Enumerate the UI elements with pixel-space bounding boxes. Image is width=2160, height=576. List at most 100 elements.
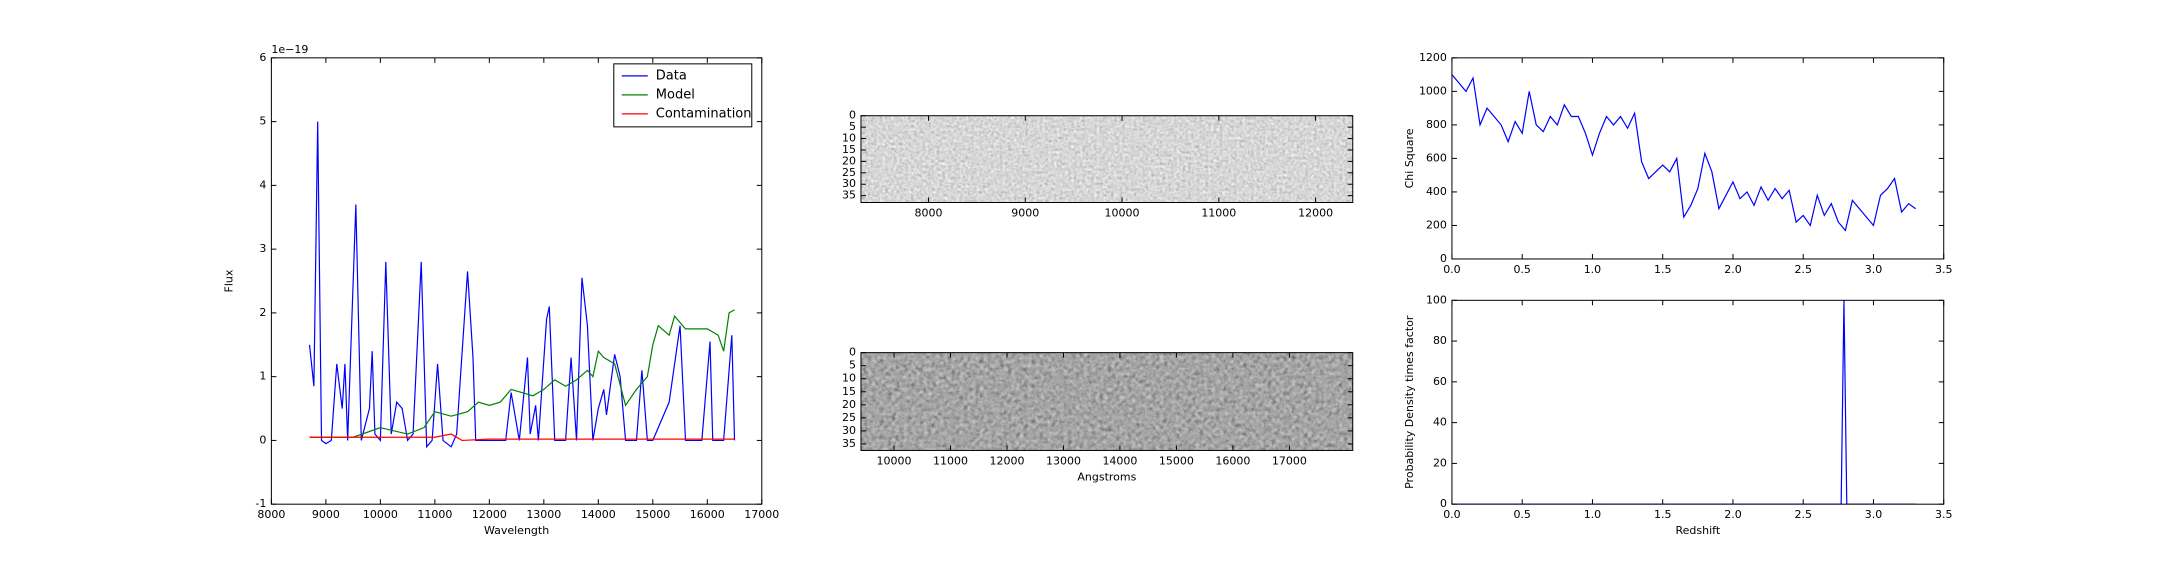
- x-tick-label: 13000: [526, 508, 561, 521]
- x-tick-label: 0.0: [1443, 508, 1461, 521]
- y-tick-label: 10: [842, 132, 856, 145]
- y-tick-label: 20: [842, 154, 856, 167]
- legend-label: Data: [656, 68, 687, 83]
- x-tick-label: 11000: [933, 454, 968, 467]
- axes-frame: [270, 57, 763, 505]
- y-tick-label: 5: [259, 115, 266, 128]
- y-tick-label: 0: [259, 433, 266, 446]
- y-tick-label: 30: [842, 177, 856, 190]
- y-tick-label: 5: [849, 120, 856, 133]
- x-tick-label: 10000: [1105, 207, 1140, 220]
- y-tick-label: 20: [1433, 456, 1447, 469]
- x-tick-label: 9000: [1011, 207, 1039, 220]
- y-tick-label: 0: [849, 109, 856, 122]
- x-tick-label: 16000: [690, 508, 725, 521]
- x-tick-label: 3.0: [1865, 508, 1883, 521]
- x-tick-label: 3.5: [1935, 508, 1953, 521]
- x-tick-label: 3.0: [1865, 263, 1883, 276]
- x-tick-label: 1.0: [1584, 263, 1602, 276]
- x-tick-label: 11000: [1201, 207, 1236, 220]
- axes-frame: [1451, 299, 1945, 505]
- x-tick-label: 10000: [363, 508, 398, 521]
- y-tick-label: 5: [849, 359, 856, 372]
- y-tick-label: 30: [842, 424, 856, 437]
- y-tick-label: 6: [259, 51, 266, 64]
- x-tick-label: 12000: [989, 454, 1024, 467]
- x-tick-label: 15000: [1159, 454, 1194, 467]
- x-tick-label: 0.5: [1513, 263, 1531, 276]
- x-tick-label: 2.5: [1794, 508, 1812, 521]
- legend-label: Model: [656, 87, 695, 102]
- x-tick-label: 1.5: [1654, 263, 1672, 276]
- y-tick-label: 4: [259, 178, 266, 191]
- y-tick-label: 100: [1426, 293, 1447, 306]
- x-tick-label: 16000: [1215, 454, 1250, 467]
- y-tick-label: 80: [1433, 334, 1447, 347]
- y-tick-label: 15: [842, 385, 856, 398]
- series-line: [309, 309, 735, 438]
- y-tick-label: 2: [259, 306, 266, 319]
- y-tick-label: 25: [842, 166, 856, 179]
- y-tick-label: 1000: [1419, 84, 1447, 97]
- x-axis-label: Angstroms: [1077, 470, 1136, 483]
- x-tick-label: 2.0: [1724, 263, 1742, 276]
- y-tick-label: 15: [842, 143, 856, 156]
- x-tick-label: 1.0: [1584, 508, 1602, 521]
- x-tick-label: 11000: [417, 508, 452, 521]
- spectrum-image: [860, 115, 1353, 203]
- panel: 8000 9000 10000 11000 12000 13000 14000 15000 16…: [222, 43, 779, 537]
- y-tick-label: -1: [255, 497, 266, 510]
- y-tick-label: 600: [1426, 151, 1447, 164]
- axes-frame: [1451, 57, 1945, 260]
- x-tick-label: 1.5: [1654, 508, 1672, 521]
- x-tick-label: 0.0: [1443, 263, 1461, 276]
- x-tick-label: 15000: [635, 508, 670, 521]
- x-tick-label: 0.5: [1513, 508, 1531, 521]
- y-tick-label: 35: [842, 189, 856, 202]
- y-offset-label: 1e−19: [271, 43, 308, 56]
- x-tick-label: 3.5: [1935, 263, 1953, 276]
- series-line: [1451, 74, 1916, 232]
- panel: 10000 11000 12000 13000 14000 15000 16000 17000…: [842, 346, 1354, 483]
- y-tick-label: 20: [842, 398, 856, 411]
- x-tick-label: 10000: [877, 454, 912, 467]
- y-tick-label: 10: [842, 372, 856, 385]
- x-tick-label: 17000: [1272, 454, 1307, 467]
- y-tick-label: 40: [1433, 416, 1447, 429]
- x-tick-label: 8000: [915, 207, 943, 220]
- x-tick-label: 8000: [257, 508, 285, 521]
- x-tick-label: 2.5: [1794, 263, 1812, 276]
- y-tick-label: 800: [1426, 118, 1447, 131]
- legend-label: Contamination: [656, 106, 752, 121]
- y-tick-label: 0: [1440, 252, 1447, 265]
- y-axis-label: Flux: [222, 269, 235, 292]
- y-tick-label: 3: [259, 242, 266, 255]
- y-tick-label: 200: [1426, 218, 1447, 231]
- y-tick-label: 0: [849, 346, 856, 359]
- axes-frame: [860, 115, 1354, 203]
- x-tick-label: 13000: [1046, 454, 1081, 467]
- spectrum-image: [860, 352, 1353, 451]
- y-tick-label: 60: [1433, 375, 1447, 388]
- x-tick-label: 14000: [581, 508, 616, 521]
- y-tick-label: 0: [1440, 497, 1447, 510]
- y-tick-label: 400: [1426, 185, 1447, 198]
- x-tick-label: 2.0: [1724, 508, 1742, 521]
- axes-frame: [860, 352, 1354, 451]
- x-tick-label: 17000: [744, 508, 779, 521]
- series-line: [308, 121, 736, 449]
- panel: 0.0 0.5 1.0 1.5 2.0 2.5 3.0 3.5 0 200 400 600 800 100…: [1403, 51, 1953, 276]
- y-tick-label: 1: [259, 370, 266, 383]
- y-axis-label: Probability Density times factor: [1403, 315, 1416, 489]
- x-tick-label: 14000: [1102, 454, 1137, 467]
- panel: 0.0 0.5 1.0 1.5 2.0 2.5 3.0 3.5 0 20 40 60 80 100 Reds…: [1403, 293, 1953, 537]
- y-tick-label: 25: [842, 411, 856, 424]
- x-tick-label: 12000: [472, 508, 507, 521]
- x-axis-label: Redshift: [1676, 524, 1721, 537]
- series-line: [1451, 300, 1916, 505]
- x-axis-label: Wavelength: [484, 524, 549, 537]
- y-axis-label: Chi Square: [1403, 128, 1416, 188]
- x-tick-label: 12000: [1298, 207, 1333, 220]
